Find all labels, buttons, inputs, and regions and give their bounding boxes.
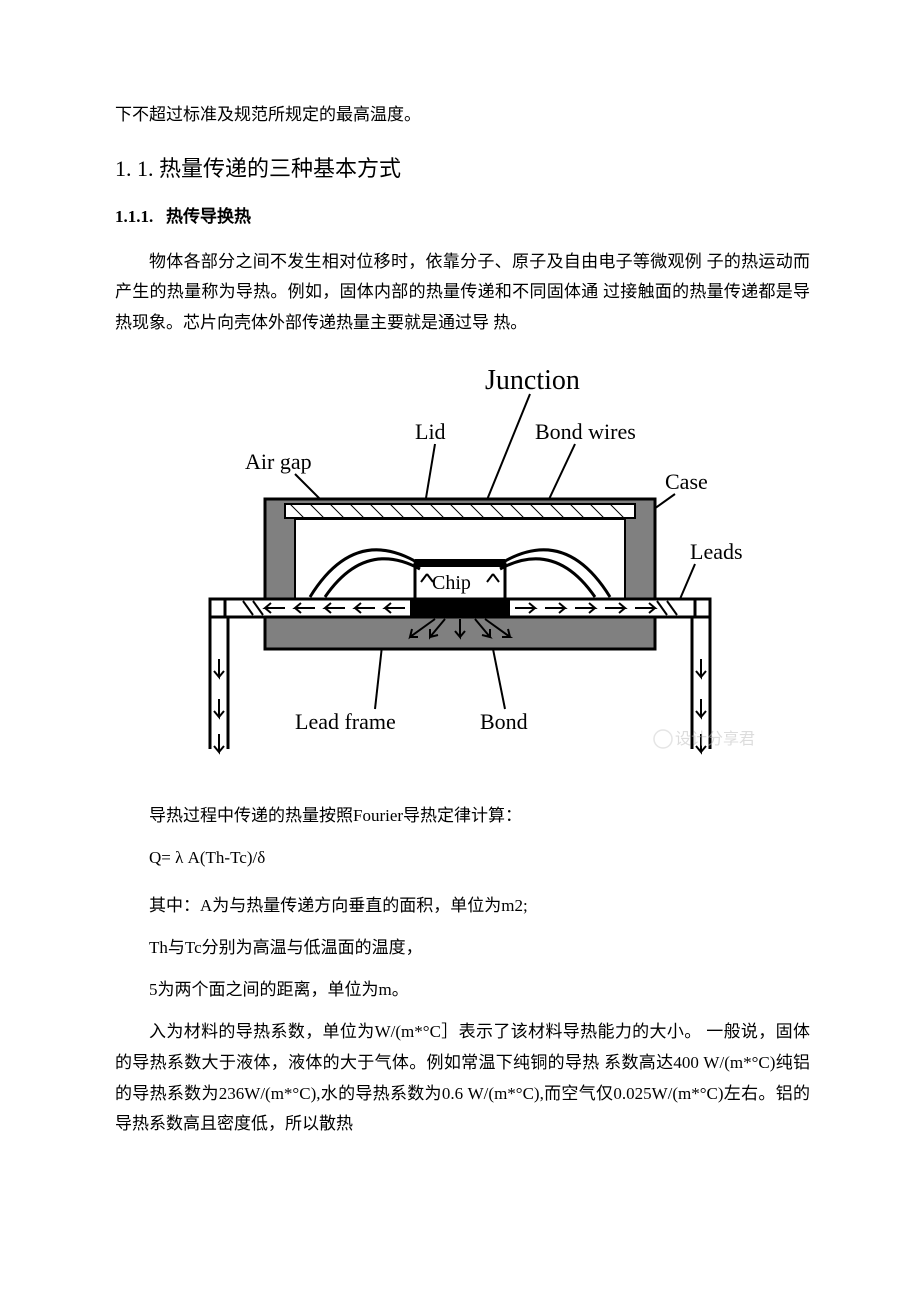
section-heading: 1. 1. 热量传递的三种基本方式 (115, 149, 810, 189)
chip-label: Chip (432, 572, 471, 594)
watermark-text: 设计分享君 (675, 730, 755, 748)
where-line-2: Th与Tc分别为高温与低温面的温度， (149, 931, 810, 965)
intro-tail-text: 下不超过标准及规范所规定的最高温度。 (115, 100, 810, 131)
paragraph-last: 入为材料的导热系数，单位为W/(m*°C］表示了该材料导热能力的大小。 一般说，… (115, 1017, 810, 1139)
subsection-heading: 1.1.1. 热传导换热 (115, 202, 810, 233)
air-gap-label: Air gap (245, 449, 312, 474)
formula-text: Q= λ A(Th-Tc)/δ (149, 841, 810, 875)
leads-label: Leads (690, 539, 743, 564)
chip-body: Chip (415, 559, 505, 599)
subsection-number: 1.1.1. (115, 207, 153, 226)
lead-frame-label: Lead frame (295, 709, 396, 734)
case-label: Case (665, 469, 708, 494)
subsection-title: 热传导换热 (166, 207, 251, 226)
where-line-3: 5为两个面之间的距离，单位为m。 (149, 973, 810, 1007)
caption-line: 导热过程中传递的热量按照Fourier导热定律计算： (149, 799, 810, 833)
chip-package-diagram: Junction Lid Bond wires Air gap Case Lea… (135, 359, 775, 790)
bond-label: Bond (480, 709, 528, 734)
section-title: 热量传递的三种基本方式 (159, 156, 401, 181)
junction-label: Junction (485, 365, 580, 396)
lid-label: Lid (415, 419, 446, 444)
bond-wires-label: Bond wires (535, 419, 636, 444)
where-line-1: 其中：A为与热量传递方向垂直的面积，单位为m2; (149, 889, 810, 923)
section-number: 1. 1. (115, 156, 154, 181)
paragraph-1: 物体各部分之间不发生相对位移时，依靠分子、原子及自由电子等微观例 子的热运动而产… (115, 247, 810, 339)
